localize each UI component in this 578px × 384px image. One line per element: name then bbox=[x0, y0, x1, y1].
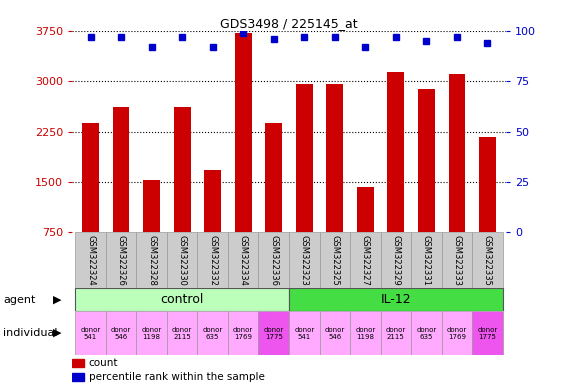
Text: donor
635: donor 635 bbox=[202, 327, 223, 339]
Text: percentile rank within the sample: percentile rank within the sample bbox=[89, 372, 265, 382]
Bar bbox=[320, 232, 350, 288]
Bar bbox=[449, 74, 465, 232]
Text: agent: agent bbox=[3, 295, 35, 305]
Bar bbox=[75, 311, 106, 355]
Bar bbox=[289, 288, 503, 311]
Text: donor
541: donor 541 bbox=[80, 327, 101, 339]
Bar bbox=[106, 232, 136, 288]
Bar bbox=[113, 107, 129, 232]
Text: GSM322336: GSM322336 bbox=[269, 235, 278, 286]
Bar bbox=[198, 311, 228, 355]
Text: GSM322333: GSM322333 bbox=[453, 235, 461, 286]
Bar bbox=[380, 232, 411, 288]
Text: control: control bbox=[161, 293, 204, 306]
Bar bbox=[472, 311, 503, 355]
Bar bbox=[350, 311, 380, 355]
Text: GSM322326: GSM322326 bbox=[117, 235, 125, 286]
Bar bbox=[442, 311, 472, 355]
Text: GSM322328: GSM322328 bbox=[147, 235, 156, 286]
Bar bbox=[380, 311, 411, 355]
Text: donor
1775: donor 1775 bbox=[264, 327, 284, 339]
Text: GSM322324: GSM322324 bbox=[86, 235, 95, 286]
Text: ▶: ▶ bbox=[53, 328, 62, 338]
Text: donor
546: donor 546 bbox=[111, 327, 131, 339]
Text: GSM322334: GSM322334 bbox=[239, 235, 248, 286]
Bar bbox=[320, 311, 350, 355]
Text: donor
541: donor 541 bbox=[294, 327, 314, 339]
Bar bbox=[75, 288, 289, 311]
Bar bbox=[357, 187, 374, 232]
Bar bbox=[411, 311, 442, 355]
Bar bbox=[204, 170, 221, 232]
Bar bbox=[479, 137, 496, 232]
Text: count: count bbox=[89, 358, 118, 368]
Bar bbox=[350, 232, 380, 288]
Bar bbox=[327, 84, 343, 232]
Text: donor
1198: donor 1198 bbox=[142, 327, 162, 339]
Bar bbox=[136, 311, 167, 355]
Text: donor
2115: donor 2115 bbox=[386, 327, 406, 339]
Text: GSM322335: GSM322335 bbox=[483, 235, 492, 286]
Bar bbox=[418, 88, 435, 232]
Bar bbox=[72, 373, 84, 381]
Bar bbox=[198, 232, 228, 288]
Text: individual: individual bbox=[3, 328, 57, 338]
Bar bbox=[235, 33, 251, 232]
Bar bbox=[296, 84, 313, 232]
Bar bbox=[442, 232, 472, 288]
Bar bbox=[289, 232, 320, 288]
Bar bbox=[75, 232, 106, 288]
Title: GDS3498 / 225145_at: GDS3498 / 225145_at bbox=[220, 17, 358, 30]
Bar bbox=[167, 232, 198, 288]
Bar bbox=[174, 107, 191, 232]
Text: GSM322332: GSM322332 bbox=[208, 235, 217, 286]
Text: donor
1198: donor 1198 bbox=[355, 327, 376, 339]
Bar bbox=[143, 180, 160, 232]
Bar bbox=[167, 311, 198, 355]
Text: GSM322325: GSM322325 bbox=[330, 235, 339, 286]
Bar bbox=[258, 232, 289, 288]
Bar bbox=[472, 232, 503, 288]
Text: donor
635: donor 635 bbox=[416, 327, 436, 339]
Bar bbox=[387, 72, 404, 232]
Text: donor
1769: donor 1769 bbox=[447, 327, 467, 339]
Text: GSM322331: GSM322331 bbox=[422, 235, 431, 286]
Bar bbox=[82, 123, 99, 232]
Bar bbox=[289, 311, 320, 355]
Text: donor
2115: donor 2115 bbox=[172, 327, 192, 339]
Bar bbox=[72, 359, 84, 367]
Text: IL-12: IL-12 bbox=[380, 293, 411, 306]
Bar bbox=[265, 123, 282, 232]
Text: GSM322323: GSM322323 bbox=[300, 235, 309, 286]
Bar bbox=[106, 311, 136, 355]
Text: donor
1769: donor 1769 bbox=[233, 327, 253, 339]
Bar bbox=[228, 232, 258, 288]
Bar bbox=[258, 311, 289, 355]
Bar bbox=[136, 232, 167, 288]
Text: ▶: ▶ bbox=[53, 295, 62, 305]
Text: GSM322330: GSM322330 bbox=[177, 235, 187, 286]
Text: donor
546: donor 546 bbox=[325, 327, 345, 339]
Bar bbox=[411, 232, 442, 288]
Text: donor
1775: donor 1775 bbox=[477, 327, 498, 339]
Text: GSM322329: GSM322329 bbox=[391, 235, 401, 286]
Text: GSM322327: GSM322327 bbox=[361, 235, 370, 286]
Bar bbox=[228, 311, 258, 355]
